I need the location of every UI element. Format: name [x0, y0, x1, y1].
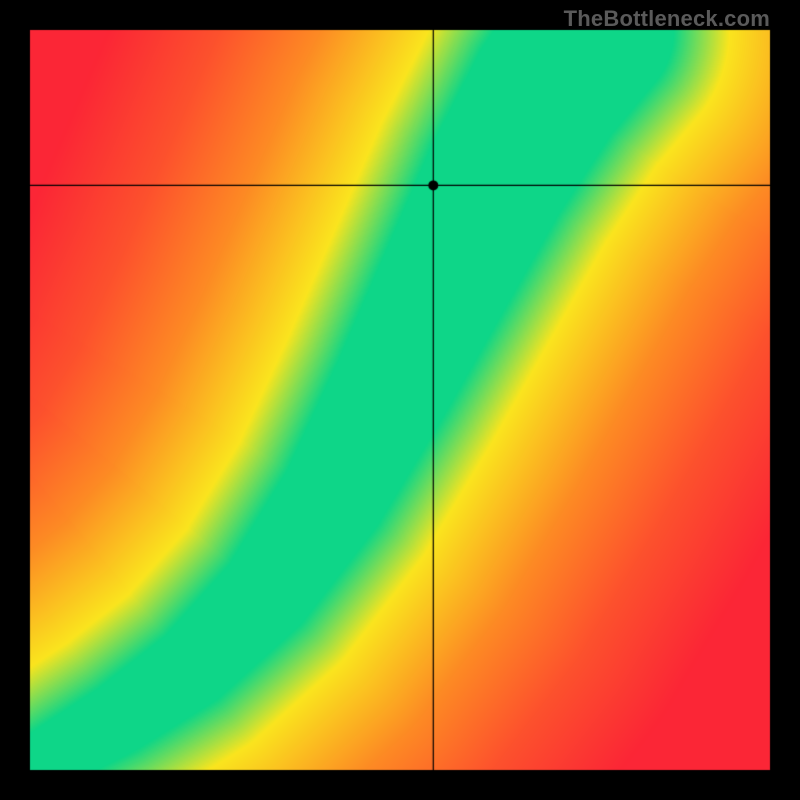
watermark-text: TheBottleneck.com — [564, 6, 770, 32]
bottleneck-heatmap — [0, 0, 800, 800]
chart-container: TheBottleneck.com — [0, 0, 800, 800]
